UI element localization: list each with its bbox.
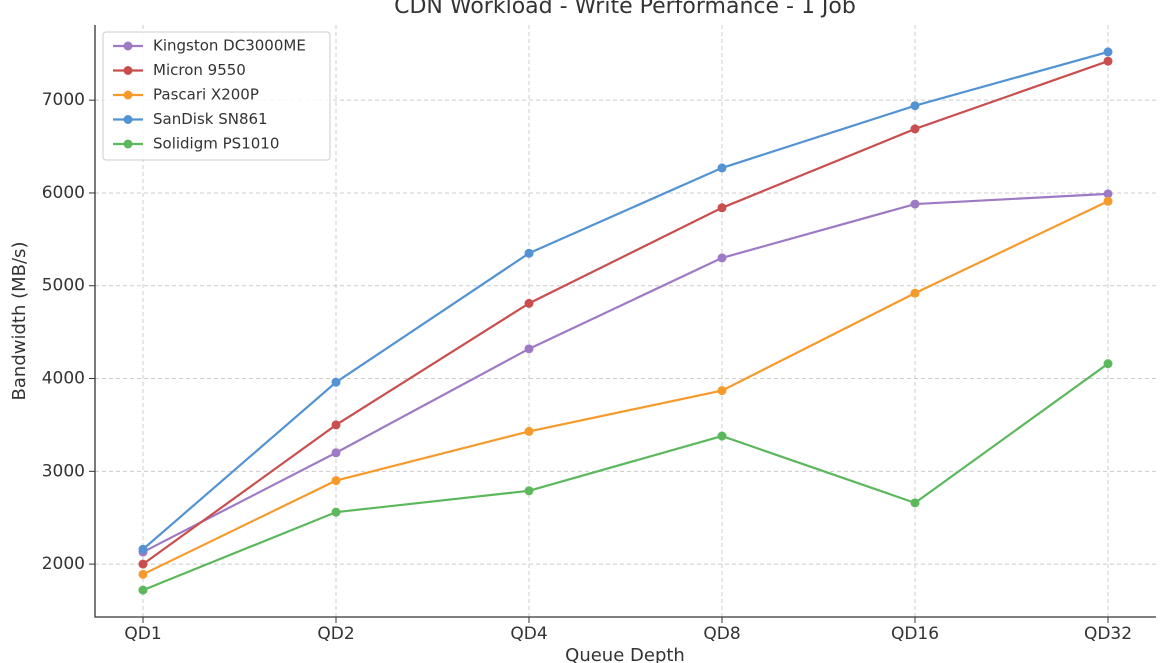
legend-marker xyxy=(123,115,133,124)
point xyxy=(717,431,727,441)
x-tick-label: QD8 xyxy=(703,624,740,644)
point xyxy=(1103,47,1113,57)
point xyxy=(331,420,341,430)
legend-box xyxy=(102,31,331,161)
point xyxy=(717,386,727,396)
point xyxy=(524,486,534,496)
point xyxy=(331,507,341,517)
legend-label: Micron 9550 xyxy=(153,61,246,79)
y-tick-label: 2000 xyxy=(42,554,85,574)
point xyxy=(910,498,920,508)
point xyxy=(331,448,341,458)
point xyxy=(910,124,920,134)
point xyxy=(1103,189,1113,199)
series xyxy=(138,359,1113,595)
point xyxy=(331,377,341,387)
legend-label: SanDisk SN861 xyxy=(153,110,268,128)
x-tick-label: QD2 xyxy=(317,624,354,644)
x-axis-label: Queue Depth xyxy=(565,645,685,663)
legend-label: Solidigm PS1010 xyxy=(153,135,279,153)
point xyxy=(138,569,148,579)
point xyxy=(717,203,727,213)
line xyxy=(142,50,1109,551)
point xyxy=(331,476,341,486)
point xyxy=(138,559,148,569)
point xyxy=(138,544,148,554)
legend-marker xyxy=(123,66,133,75)
point xyxy=(717,163,727,173)
legend-marker xyxy=(123,139,133,149)
point xyxy=(524,248,534,258)
y-tick-label: 6000 xyxy=(42,183,85,203)
point xyxy=(1103,56,1113,66)
series xyxy=(138,196,1113,579)
point xyxy=(910,288,920,298)
point xyxy=(524,344,534,354)
y-tick-label: 3000 xyxy=(42,461,85,481)
x-tick-label: QD4 xyxy=(510,624,547,644)
x-tick-label: QD16 xyxy=(891,624,939,644)
line xyxy=(142,200,1109,576)
y-tick-label: 4000 xyxy=(42,369,85,389)
legend-label: Pascari X200P xyxy=(153,86,259,104)
point xyxy=(138,585,148,595)
axes xyxy=(94,25,1156,618)
point xyxy=(524,426,534,436)
point xyxy=(524,298,534,308)
x-tick-label: QD32 xyxy=(1084,624,1132,644)
point xyxy=(1103,196,1113,206)
y-axis-label: Bandwidth (MB/s) xyxy=(9,242,30,401)
line xyxy=(142,60,1109,566)
y-tick-label: 7000 xyxy=(42,90,85,110)
point xyxy=(717,253,727,263)
legend-marker xyxy=(123,90,133,100)
series xyxy=(138,47,1113,554)
point xyxy=(910,199,920,209)
legend-marker xyxy=(123,41,133,51)
x-tick-label: QD1 xyxy=(124,624,161,644)
line xyxy=(142,362,1109,592)
series xyxy=(138,56,1113,569)
legend-label: Kingston DC3000ME xyxy=(153,37,306,55)
series xyxy=(138,189,1113,557)
point xyxy=(910,101,920,111)
point xyxy=(1103,359,1113,369)
chart-title: CDN Workload - Write Performance - 1 Job xyxy=(394,0,856,19)
line xyxy=(142,192,1109,554)
y-tick-label: 5000 xyxy=(42,276,85,296)
